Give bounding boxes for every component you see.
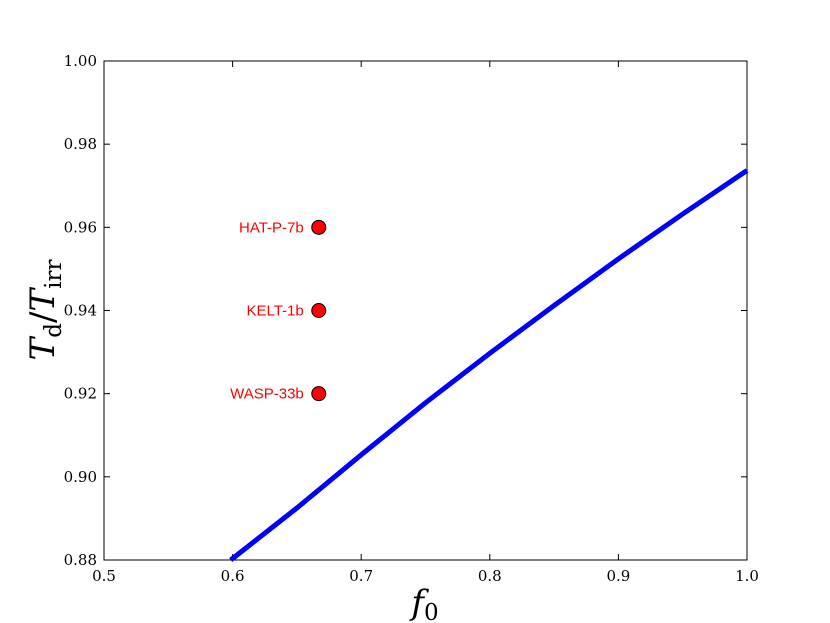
y-tick-label: 0.94 bbox=[64, 302, 97, 320]
y-tick-label: 1.00 bbox=[64, 52, 97, 70]
x-axis-label-sub: 0 bbox=[424, 600, 439, 623]
x-axis-label: f0 bbox=[408, 583, 438, 623]
x-tick-label: 0.8 bbox=[478, 567, 502, 585]
y-tick-label: 0.90 bbox=[64, 468, 97, 486]
planet-label: WASP-33b bbox=[230, 386, 304, 403]
x-tick-label: 0.6 bbox=[221, 567, 245, 585]
x-tick-label: 0.9 bbox=[606, 567, 630, 585]
points-layer: HAT-P-7b KELT-1b WASP-33b bbox=[230, 219, 327, 403]
x-axis: 0.5 0.6 0.7 0.8 0.9 1.0 bbox=[92, 61, 759, 585]
planet-marker bbox=[311, 219, 327, 235]
y-axis: 0.88 0.90 0.92 0.94 0.96 0.98 1.00 bbox=[64, 52, 747, 569]
y-axis-label-slash: / bbox=[23, 311, 63, 323]
y-axis-label-sub: d bbox=[41, 323, 67, 338]
y-tick-label: 0.96 bbox=[64, 218, 97, 236]
y-axis-label-main2: T bbox=[23, 287, 63, 312]
plot-area bbox=[103, 60, 748, 561]
planet-label: HAT-P-7b bbox=[239, 219, 304, 236]
plot-frame bbox=[103, 60, 748, 561]
y-axis-label-sub2: irr bbox=[41, 260, 67, 289]
planet-marker bbox=[311, 303, 327, 318]
y-axis-label-main: T bbox=[23, 335, 63, 360]
y-tick-label: 0.92 bbox=[64, 385, 97, 403]
planet-label: KELT-1b bbox=[246, 303, 303, 320]
y-axis-label: Td/Tirr bbox=[23, 260, 67, 361]
series-line bbox=[229, 168, 749, 562]
planet-marker bbox=[311, 386, 327, 402]
x-tick-label: 0.7 bbox=[349, 567, 373, 585]
x-tick-label: 0.5 bbox=[92, 567, 116, 585]
series-layer bbox=[229, 168, 749, 562]
y-tick-label: 0.98 bbox=[64, 135, 97, 153]
y-tick-label: 0.88 bbox=[64, 551, 97, 569]
x-tick-label: 1.0 bbox=[735, 567, 759, 585]
